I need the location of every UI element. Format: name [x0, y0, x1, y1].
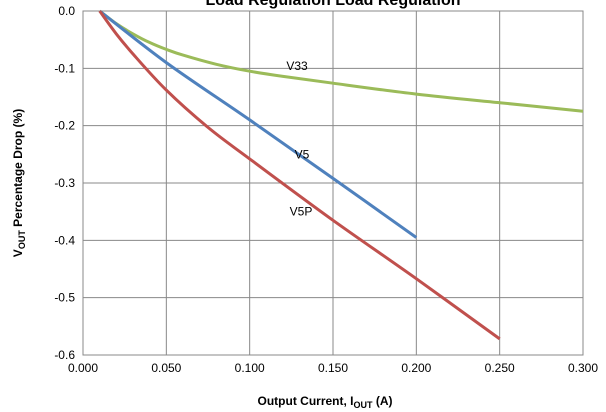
y-tick-label: 0.0	[58, 4, 75, 18]
x-tick-label: 0.300	[568, 361, 598, 375]
series-line-v5p	[98, 10, 501, 341]
series-line-v33	[98, 9, 584, 113]
chart-title: Load Regulation Load Regulation	[205, 0, 460, 9]
grid-lines	[82, 10, 584, 356]
x-tick-label: 0.250	[485, 361, 515, 375]
series-label-v5p: V5P	[290, 205, 313, 219]
x-tick-labels: 0.000 0.050 0.100 0.150 0.200 0.250 0.300	[68, 361, 598, 375]
x-axis-title: Output Current, IOUT (A)	[258, 394, 393, 410]
series-label-v5: V5	[295, 147, 310, 161]
x-tick-label: 0.150	[318, 361, 348, 375]
y-tick-label: -0.4	[54, 233, 75, 247]
x-tick-label: 0.050	[151, 361, 181, 375]
x-axis-title-main: Output Current, I	[258, 394, 354, 408]
series-line-v5	[98, 9, 418, 239]
x-tick-label: 0.200	[401, 361, 431, 375]
x-tick-label: 0.000	[68, 361, 98, 375]
y-axis-title-pre: V	[11, 249, 25, 257]
y-axis-title-tail: Percentage Drop (%)	[11, 109, 25, 230]
y-tick-label: -0.5	[54, 291, 75, 305]
y-axis-title-sub: OUT	[17, 230, 27, 250]
x-tick-label: 0.100	[235, 361, 265, 375]
y-tick-label: -0.2	[54, 119, 75, 133]
y-tick-label: -0.3	[54, 176, 75, 190]
y-axis-title: VOUT Percentage Drop (%)	[11, 109, 27, 257]
series-lines	[98, 9, 584, 341]
series-label-v33: V33	[286, 59, 308, 73]
y-tick-label: -0.1	[54, 61, 75, 75]
y-tick-labels: 0.0 -0.1 -0.2 -0.3 -0.4 -0.5 -0.6	[54, 4, 75, 362]
x-axis-title-sub: OUT	[354, 400, 374, 410]
x-axis-title-tail: (A)	[373, 394, 393, 408]
series-annotations: V33 V5 V5P	[286, 59, 312, 219]
y-tick-label: -0.6	[54, 348, 75, 362]
